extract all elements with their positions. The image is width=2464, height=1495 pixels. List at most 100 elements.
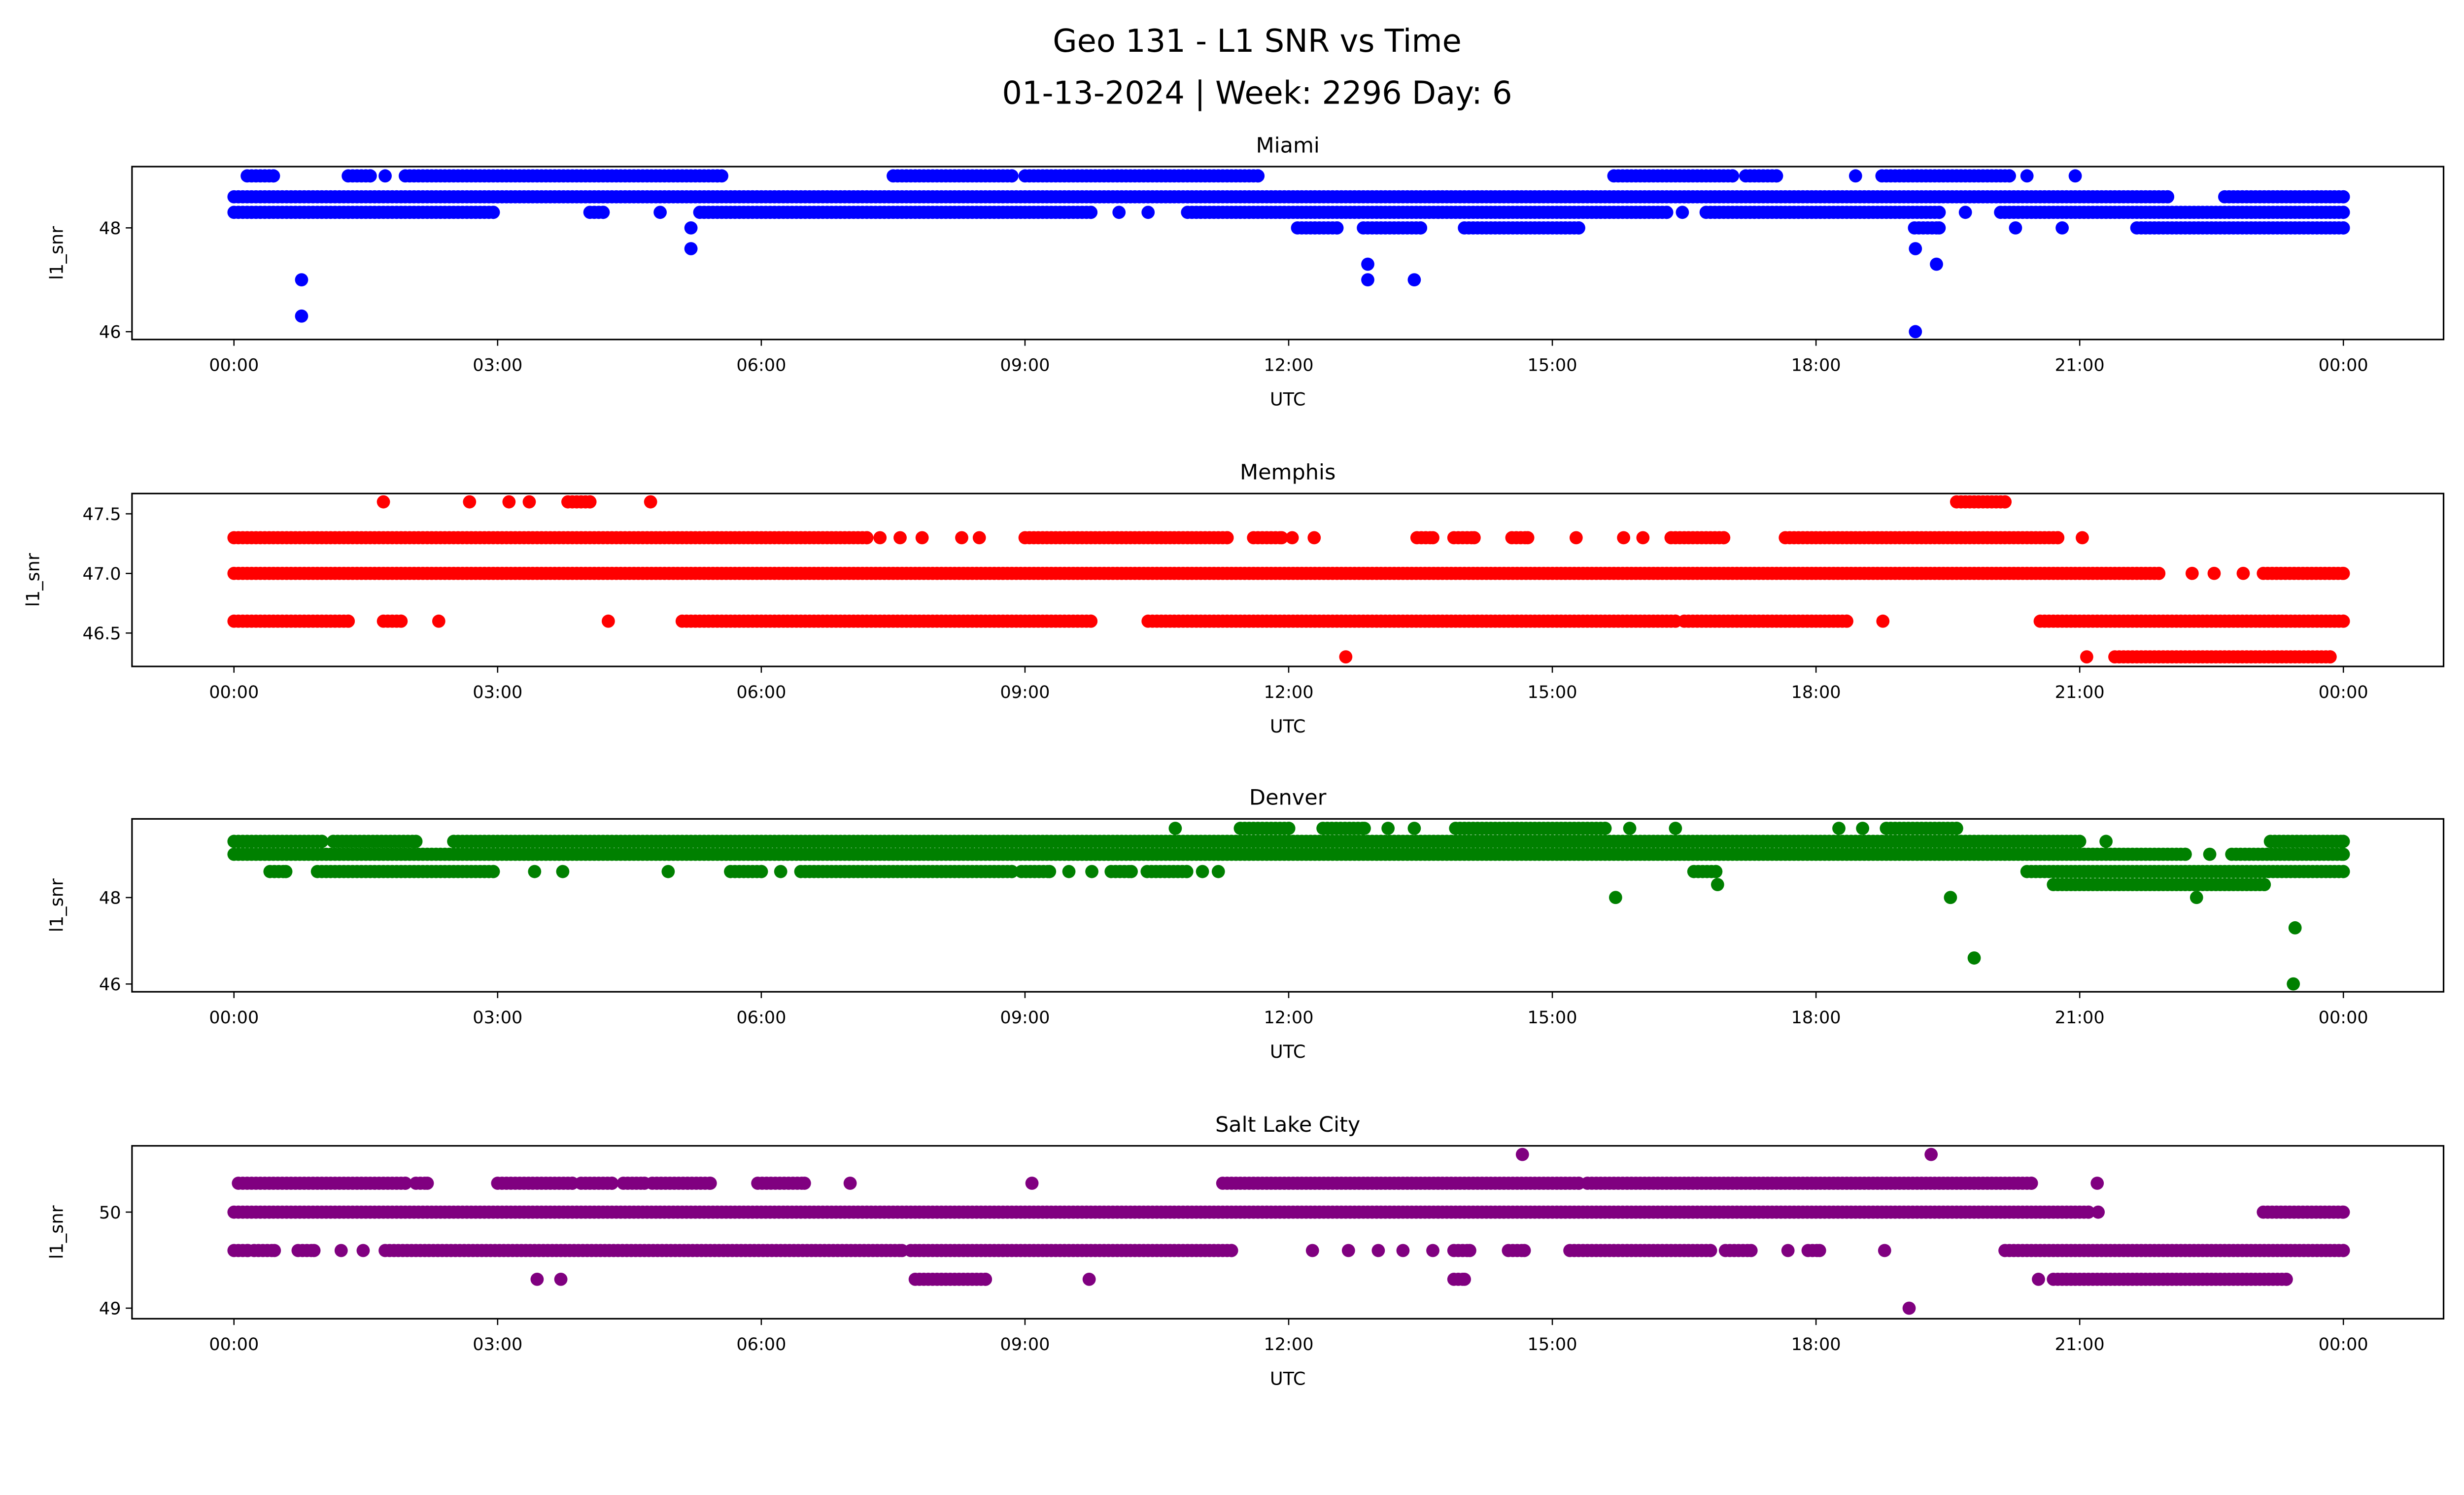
data-point [1025, 1177, 1039, 1190]
x-tick-label: 09:00 [1000, 682, 1050, 702]
data-point [1636, 531, 1650, 545]
x-tick-label: 15:00 [1528, 355, 1577, 376]
data-point [1407, 273, 1421, 286]
data-point [1998, 495, 2012, 509]
data-point [972, 531, 986, 545]
x-axis-label: UTC [1270, 716, 1306, 737]
data-point [873, 531, 887, 545]
data-point [2076, 531, 2089, 545]
data-point [1358, 822, 1371, 835]
data-point [1084, 614, 1098, 628]
x-tick-label: 06:00 [736, 682, 786, 702]
data-point [268, 1244, 281, 1257]
data-point [486, 865, 500, 878]
data-point [1414, 221, 1428, 235]
x-tick-label: 09:00 [1000, 355, 1050, 376]
x-tick-label: 00:00 [209, 682, 259, 702]
x-tick-label: 06:00 [736, 1008, 786, 1028]
x-tick-label: 09:00 [1000, 1008, 1050, 1028]
data-point [1112, 206, 1126, 219]
data-point [1371, 1244, 1385, 1257]
data-point [754, 865, 768, 878]
data-point [1932, 206, 1946, 219]
data-point [2024, 1177, 2038, 1190]
data-point [376, 495, 390, 509]
data-point [1856, 822, 1870, 835]
data-point [1225, 1244, 1238, 1257]
data-point [2287, 977, 2300, 991]
data-point [893, 531, 907, 545]
y-tick-label: 46.5 [82, 624, 121, 644]
data-point [1876, 614, 1890, 628]
data-point [2323, 650, 2337, 663]
data-point [1463, 1244, 1476, 1257]
data-point [486, 206, 500, 219]
data-point [1220, 531, 1234, 545]
x-tick-label: 12:00 [1264, 355, 1313, 376]
data-point [267, 169, 280, 183]
x-tick-label: 18:00 [1791, 355, 1841, 376]
data-point [279, 865, 293, 878]
data-point [2080, 650, 2093, 663]
x-tick-label: 21:00 [2055, 1008, 2105, 1028]
data-point [1305, 1244, 1319, 1257]
data-point [2336, 1205, 2350, 1219]
data-point [1407, 822, 1421, 835]
data-point [1458, 1272, 1472, 1286]
data-point [2152, 566, 2166, 580]
data-point [2288, 921, 2302, 935]
axes-frame [131, 818, 2445, 993]
x-tick-label: 00:00 [2319, 355, 2368, 376]
data-point [1396, 1244, 1410, 1257]
data-point [2073, 834, 2087, 848]
subplot-title: Salt Lake City [1215, 1113, 1360, 1137]
data-point [1467, 531, 1481, 545]
axes-frame [131, 1145, 2445, 1320]
data-point [378, 169, 392, 183]
x-tick-label: 12:00 [1264, 1008, 1313, 1028]
x-tick-label: 12:00 [1264, 682, 1313, 702]
data-point [1944, 891, 1957, 904]
x-tick-label: 06:00 [736, 355, 786, 376]
data-point [1381, 822, 1395, 835]
x-tick-label: 15:00 [1528, 1008, 1577, 1028]
data-point [2336, 865, 2350, 878]
data-point [1770, 169, 1783, 183]
data-point [583, 495, 597, 509]
y-tick-label: 48 [99, 888, 121, 908]
data-point [1932, 221, 1946, 235]
data-point [860, 531, 874, 545]
data-point [1085, 865, 1098, 878]
data-point [1125, 865, 1138, 878]
figure-container: Geo 131 - L1 SNR vs Time 01-13-2024 | We… [22, 23, 2445, 1390]
data-point [1005, 865, 1019, 878]
data-point [502, 495, 516, 509]
data-point [1617, 531, 1631, 545]
data-point [420, 1177, 434, 1190]
x-tick-label: 00:00 [209, 1008, 259, 1028]
y-axis-label: l1_snr [23, 553, 44, 607]
data-point [601, 614, 615, 628]
data-point [334, 1244, 348, 1257]
data-point [1711, 878, 1724, 892]
data-point [661, 865, 675, 878]
data-point [1361, 273, 1374, 286]
data-point [1813, 1244, 1826, 1257]
data-point [2055, 221, 2069, 235]
data-point [1330, 221, 1344, 235]
data-point [979, 1272, 992, 1286]
data-point [398, 1177, 412, 1190]
data-point [315, 834, 329, 848]
data-point [2336, 847, 2350, 861]
data-point [1180, 865, 1194, 878]
y-tick-label: 46 [99, 322, 121, 343]
data-point [1598, 822, 1612, 835]
data-point [2020, 169, 2034, 183]
data-point [1704, 1244, 1717, 1257]
data-point [522, 495, 536, 509]
data-point [1717, 531, 1731, 545]
data-point [1660, 206, 1674, 219]
data-point [363, 169, 377, 183]
